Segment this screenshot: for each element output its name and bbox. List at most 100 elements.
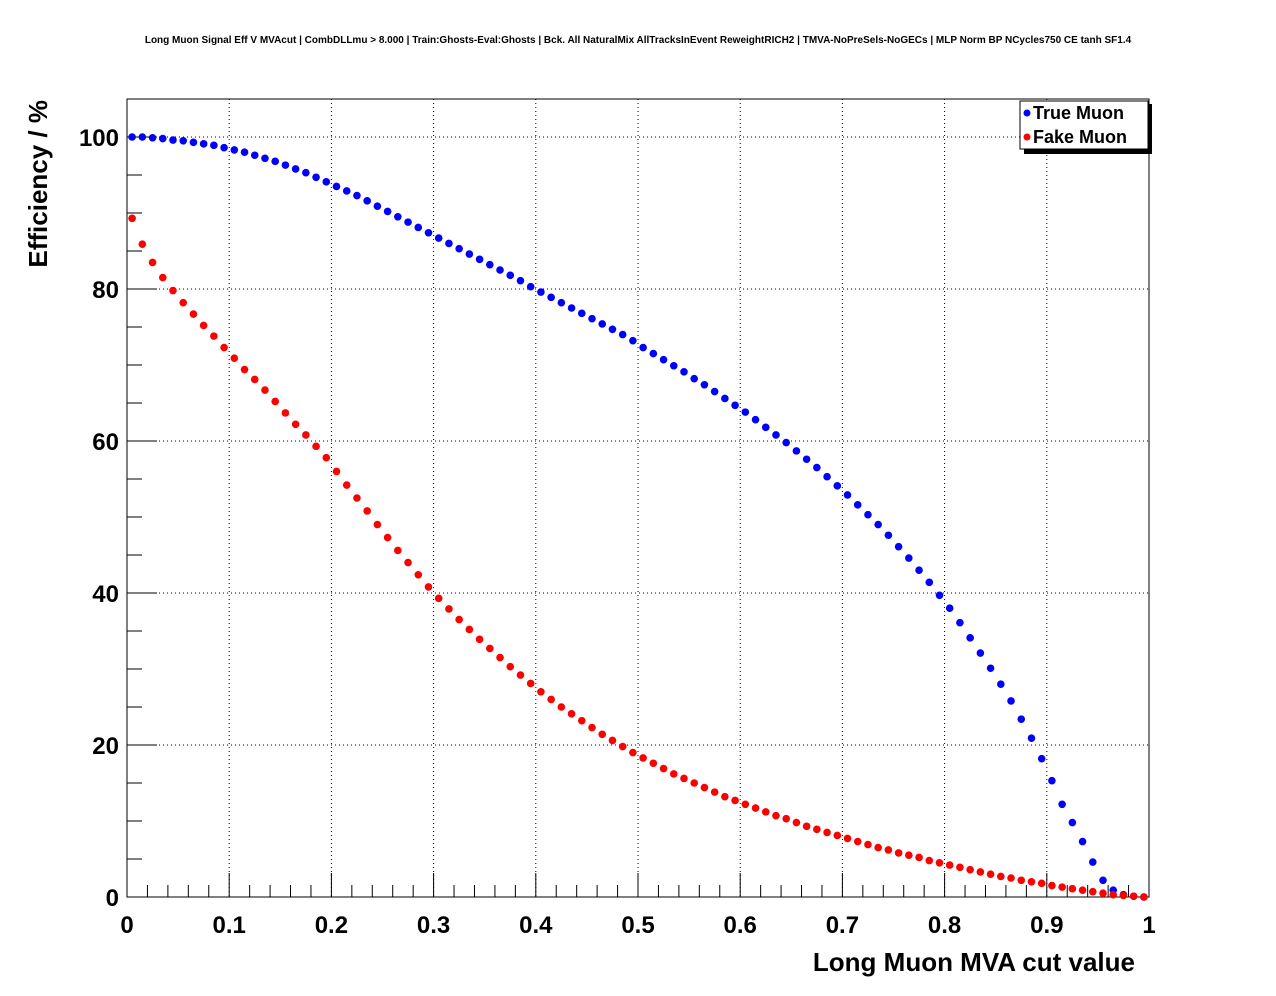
data-point-fake-muon (404, 558, 412, 567)
data-point-true-muon (588, 314, 596, 323)
data-point-true-muon (240, 148, 249, 156)
data-point-fake-muon (792, 818, 801, 827)
data-point-true-muon (577, 309, 586, 318)
data-point-fake-muon (312, 442, 320, 451)
data-point-true-muon (353, 191, 361, 200)
data-point-true-muon (966, 634, 974, 642)
data-point-fake-muon (833, 831, 842, 840)
data-point-true-muon (189, 138, 198, 147)
data-point-true-muon (465, 250, 474, 258)
data-point-true-muon (291, 165, 300, 173)
data-point-true-muon (1048, 776, 1056, 785)
x-tick-label: 0.4 (519, 912, 553, 939)
data-point-true-muon (792, 447, 801, 455)
data-point-true-muon (271, 157, 279, 166)
series-true-muon (128, 133, 1148, 901)
data-point-fake-muon (925, 856, 934, 865)
data-point-true-muon (322, 178, 331, 186)
data-point-fake-muon (608, 736, 617, 745)
data-point-true-muon (935, 591, 944, 600)
data-point-true-muon (261, 154, 269, 163)
data-point-true-muon (659, 355, 668, 364)
data-point-fake-muon (342, 481, 351, 489)
data-point-true-muon (598, 320, 607, 328)
data-point-true-muon (853, 501, 862, 509)
data-point-true-muon (956, 618, 964, 627)
data-point-fake-muon (1109, 890, 1118, 899)
data-point-true-muon (342, 187, 351, 195)
data-point-true-muon (833, 482, 842, 490)
data-point-true-muon (158, 134, 167, 143)
data-point-fake-muon (813, 825, 821, 834)
data-point-true-muon (557, 298, 566, 307)
data-point-true-muon (700, 380, 709, 389)
data-point-fake-muon (721, 792, 729, 801)
data-point-fake-muon (220, 343, 228, 352)
y-tick-label: 20 (92, 733, 119, 760)
data-point-true-muon (220, 143, 228, 152)
data-point-fake-muon (905, 851, 913, 859)
data-point-true-muon (199, 140, 208, 148)
data-point-fake-muon (1119, 891, 1128, 900)
chart-title: Long Muon Signal Eff V MVAcut | CombDLLm… (145, 35, 1132, 46)
data-point-fake-muon (823, 828, 831, 837)
series-fake-muon (128, 214, 1148, 901)
x-axis-label: Long Muon MVA cut value (813, 947, 1135, 977)
data-point-fake-muon (148, 258, 157, 267)
data-point-fake-muon (1017, 876, 1026, 885)
data-point-fake-muon (731, 796, 739, 805)
legend-label-fake-muon: Fake Muon (1033, 127, 1127, 147)
data-point-fake-muon (128, 214, 136, 223)
data-point-fake-muon (189, 310, 198, 318)
data-point-fake-muon (445, 605, 453, 613)
data-point-true-muon (210, 141, 218, 150)
data-point-true-muon (802, 455, 811, 464)
data-point-true-muon (813, 463, 821, 472)
data-point-fake-muon (966, 865, 974, 874)
data-point-true-muon (250, 151, 259, 160)
legend: True Muon Fake Muon (1019, 100, 1152, 154)
data-point-fake-muon (567, 710, 576, 718)
data-point-fake-muon (250, 375, 259, 384)
data-point-fake-muon (945, 861, 954, 869)
data-point-true-muon (976, 649, 985, 657)
data-point-true-muon (445, 239, 453, 248)
data-point-fake-muon (894, 849, 903, 857)
data-point-fake-muon (158, 273, 167, 282)
data-point-fake-muon (179, 298, 188, 307)
y-tick-label: 0 (106, 885, 119, 912)
data-point-true-muon (945, 604, 954, 612)
data-point-true-muon (608, 325, 617, 334)
data-point-true-muon (148, 133, 157, 142)
data-point-fake-muon (864, 840, 872, 849)
data-point-fake-muon (772, 811, 780, 820)
data-point-true-muon (772, 431, 780, 439)
data-point-true-muon (905, 554, 913, 562)
data-point-true-muon (1058, 800, 1066, 809)
data-point-fake-muon (588, 723, 596, 732)
y-tick-label: 40 (92, 581, 119, 608)
data-point-true-muon (496, 266, 504, 274)
data-point-fake-muon (199, 321, 208, 330)
data-point-true-muon (363, 197, 371, 205)
data-point-fake-muon (915, 853, 923, 862)
y-tick-label: 60 (92, 429, 119, 456)
data-point-fake-muon (843, 834, 852, 843)
data-point-true-muon (997, 680, 1005, 688)
data-point-fake-muon (577, 716, 586, 725)
data-point-true-muon (864, 510, 872, 519)
data-point-true-muon (874, 520, 882, 529)
data-point-fake-muon (741, 800, 750, 809)
y-axis-label: Efficiency / % (23, 100, 53, 268)
data-point-true-muon (669, 361, 678, 370)
data-point-fake-muon (240, 365, 249, 374)
data-point-fake-muon (271, 397, 279, 406)
data-point-fake-muon (935, 859, 944, 867)
x-tick-label: 0.7 (826, 912, 859, 939)
data-point-fake-muon (598, 730, 607, 739)
data-point-fake-muon (465, 625, 474, 634)
data-point-true-muon (547, 293, 555, 302)
data-point-true-muon (986, 664, 995, 673)
data-point-fake-muon (332, 467, 341, 476)
